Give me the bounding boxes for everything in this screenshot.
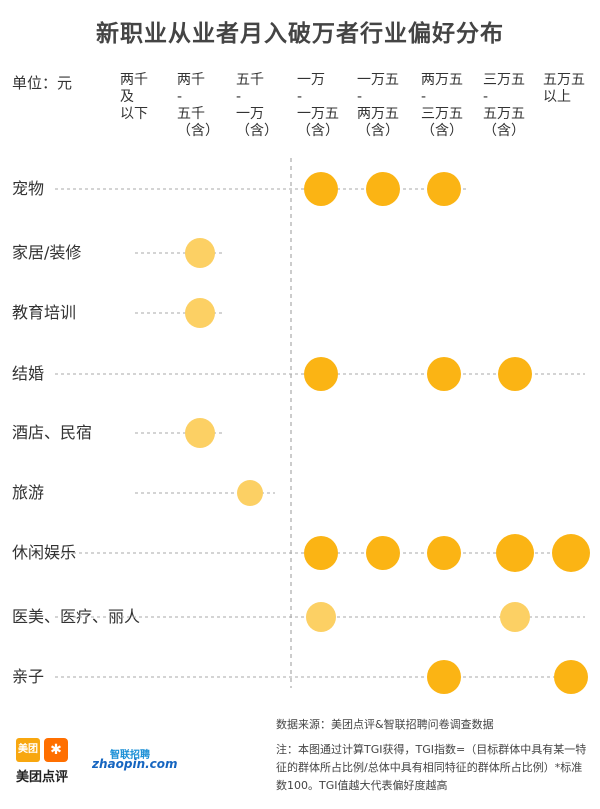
data-point	[185, 418, 215, 448]
column-header-line: 五千	[236, 72, 264, 88]
column-header: 三万五 - 五万五 （含）	[483, 72, 525, 140]
zhilian-logo: 智联招聘 zhaopin.com	[92, 746, 178, 776]
data-point	[427, 357, 461, 391]
column-header-line: -	[236, 89, 242, 105]
column-header: 五千 - 一万 （含）	[236, 72, 278, 140]
column-header-line: （含）	[236, 123, 278, 139]
column-header-line: （含）	[421, 123, 463, 139]
data-source: 数据来源：美团点评&智联招聘问卷调查数据	[276, 718, 494, 731]
zhilian-logo-name: 智联招聘	[110, 750, 150, 761]
column-header-line: 及	[120, 89, 134, 105]
zhilian-logo-url: zhaopin.com	[92, 757, 178, 771]
row-label: 家居/装修	[12, 243, 82, 262]
row-label: 宠物	[12, 179, 45, 198]
column-header-line: -	[483, 89, 489, 105]
row-label: 教育培训	[12, 303, 77, 322]
column-header: 两千及以下	[120, 72, 148, 123]
column-header-line: 五万五	[543, 72, 585, 88]
column-header-line: 两万五	[357, 106, 399, 122]
column-header-line: 三万五	[483, 72, 525, 88]
column-header-line: -	[297, 89, 303, 105]
data-point	[366, 172, 400, 206]
row-label: 医美、医疗、丽人	[12, 607, 141, 626]
row-label: 亲子	[12, 667, 45, 686]
row-label: 结婚	[12, 364, 45, 383]
data-point	[366, 536, 400, 570]
data-point	[185, 298, 215, 328]
data-point	[427, 172, 461, 206]
column-header-line: -	[357, 89, 363, 105]
meituan-badge-icon: 美团	[16, 738, 40, 762]
column-header-line: 两千	[120, 72, 148, 88]
data-point	[185, 238, 215, 268]
data-point	[306, 602, 336, 632]
column-header-line: （含）	[177, 123, 219, 139]
column-header: 一万 - 一万五 （含）	[297, 72, 339, 140]
column-header: 五万五 以上	[543, 72, 585, 106]
footnote: 注：本图通过计算TGI获得，TGI指数=（目标群体中具有某一特征的群体所占比例/…	[276, 743, 587, 792]
data-point	[554, 660, 588, 694]
column-header-line: 两千	[177, 72, 205, 88]
column-header-line: 两万五	[421, 72, 463, 88]
column-header-line: -	[177, 89, 183, 105]
column-header-line: 三万五	[421, 106, 463, 122]
data-point	[304, 536, 338, 570]
column-header-line: 一万五	[357, 72, 399, 88]
column-header-line: 一万五	[297, 106, 339, 122]
meituan-logo: 美团 ✱ 美团点评	[16, 738, 78, 786]
column-header-line: -	[421, 89, 427, 105]
meituan-logo-text: 美团点评	[16, 770, 69, 785]
column-header-line: （含）	[357, 123, 399, 139]
data-point	[427, 660, 461, 694]
row-label: 旅游	[12, 483, 45, 502]
column-header-line: 五万五	[483, 106, 525, 122]
chart-title: 新职业从业者月入破万者行业偏好分布	[96, 21, 504, 47]
data-point	[552, 534, 590, 572]
column-header-line: （含）	[483, 123, 525, 139]
column-header-line: 以下	[120, 106, 148, 122]
column-header-line: 以上	[543, 89, 571, 105]
column-header: 一万五 - 两万五 （含）	[357, 72, 399, 140]
data-point	[304, 172, 338, 206]
unit-label: 单位：元	[12, 74, 73, 92]
column-header-line: （含）	[297, 123, 339, 139]
dianping-icon: ✱	[44, 738, 68, 762]
column-header-line: 一万	[236, 106, 264, 122]
row-label: 酒店、民宿	[12, 423, 93, 442]
column-header-line: 一万	[297, 72, 325, 88]
data-point	[496, 534, 534, 572]
column-header: 两万五 - 三万五 （含）	[421, 72, 463, 140]
data-point	[427, 536, 461, 570]
data-point	[304, 357, 338, 391]
column-header: 两千 - 五千 （含）	[177, 72, 219, 140]
column-header-line: 五千	[177, 106, 205, 122]
row-label: 休闲娱乐	[12, 543, 77, 562]
data-point	[500, 602, 530, 632]
data-point	[237, 480, 263, 506]
data-point	[498, 357, 532, 391]
